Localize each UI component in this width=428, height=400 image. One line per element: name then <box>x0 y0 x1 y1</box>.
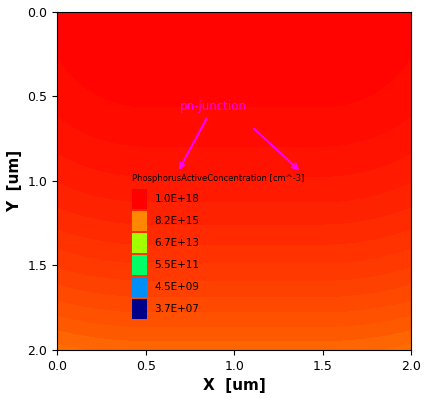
Text: 1.0E+18: 1.0E+18 <box>155 194 199 204</box>
Bar <box>131 211 148 231</box>
Text: 6.7E+13: 6.7E+13 <box>155 238 199 248</box>
X-axis label: X  [um]: X [um] <box>203 378 265 393</box>
Text: 5.5E+11: 5.5E+11 <box>155 260 199 270</box>
Bar <box>131 277 148 296</box>
Text: PhosphorusActiveConcentration [cm^-3]: PhosphorusActiveConcentration [cm^-3] <box>131 174 304 182</box>
Bar <box>131 233 148 253</box>
Bar <box>131 255 148 275</box>
Y-axis label: Y  [um]: Y [um] <box>7 150 22 212</box>
Bar <box>131 299 148 318</box>
Text: 8.2E+15: 8.2E+15 <box>155 216 199 226</box>
Text: 3.7E+07: 3.7E+07 <box>155 304 199 314</box>
Bar <box>131 189 148 209</box>
Text: pn-junction: pn-junction <box>179 100 247 168</box>
Text: 4.5E+09: 4.5E+09 <box>155 282 199 292</box>
